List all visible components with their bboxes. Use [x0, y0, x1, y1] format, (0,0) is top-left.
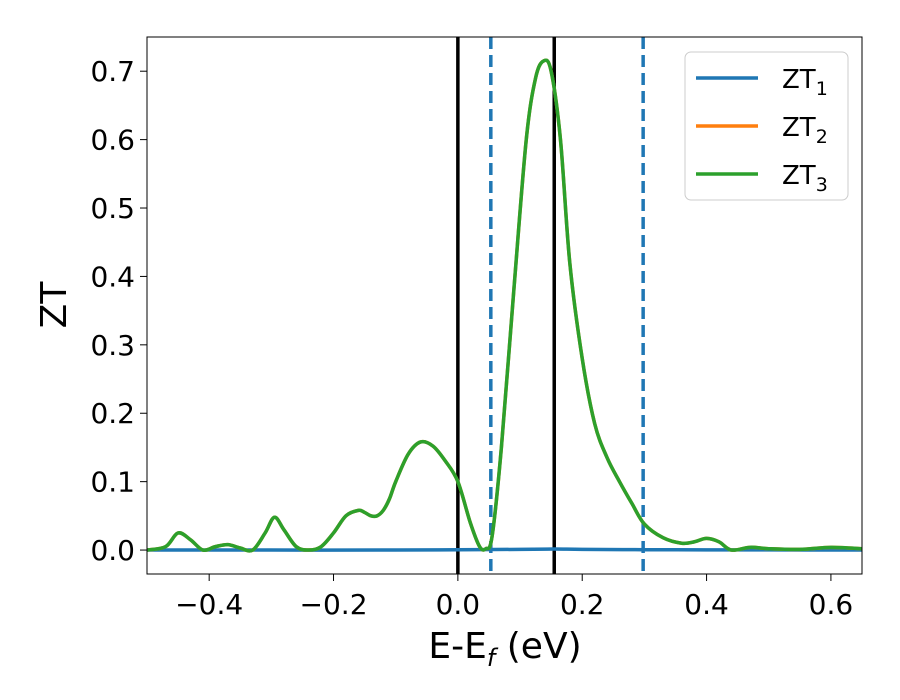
y-tick-label: 0.0: [90, 534, 135, 567]
x-tick-label: −0.2: [300, 588, 368, 621]
y-tick-label: 0.2: [90, 397, 135, 430]
legend-label-3: ZT3: [782, 161, 828, 196]
legend-box: [684, 51, 849, 201]
legend-label-2: ZT2: [782, 113, 828, 148]
x-tick-label: 0.0: [436, 588, 481, 621]
series-line-3: [147, 58, 862, 553]
legend-label-1: ZT1: [782, 65, 828, 100]
plot-frame: [146, 36, 863, 575]
y-tick-label: 0.7: [90, 55, 135, 88]
y-axis-title: ZT: [34, 281, 75, 329]
x-tick-label: 0.4: [684, 588, 729, 621]
x-tick-label: −0.4: [175, 588, 243, 621]
y-tick-label: 0.6: [90, 124, 135, 157]
y-tick-label: 0.1: [90, 466, 135, 499]
y-tick-label: 0.5: [90, 192, 135, 225]
series-lines: [147, 58, 862, 553]
x-axis-ticks: −0.4 −0.2 0.0 0.2 0.4 0.6: [175, 574, 853, 621]
reference-lines: [456, 37, 645, 574]
y-axis-ticks: 0.0 0.1 0.2 0.3 0.4 0.5 0.6 0.7: [90, 55, 147, 567]
y-tick-label: 0.3: [90, 329, 135, 362]
legend: ZT1 ZT2 ZT3: [684, 51, 849, 201]
x-tick-label: 0.6: [809, 588, 854, 621]
y-tick-label: 0.4: [90, 260, 135, 293]
x-tick-label: 0.2: [560, 588, 605, 621]
x-axis-title: E-Ef (eV): [428, 626, 581, 672]
